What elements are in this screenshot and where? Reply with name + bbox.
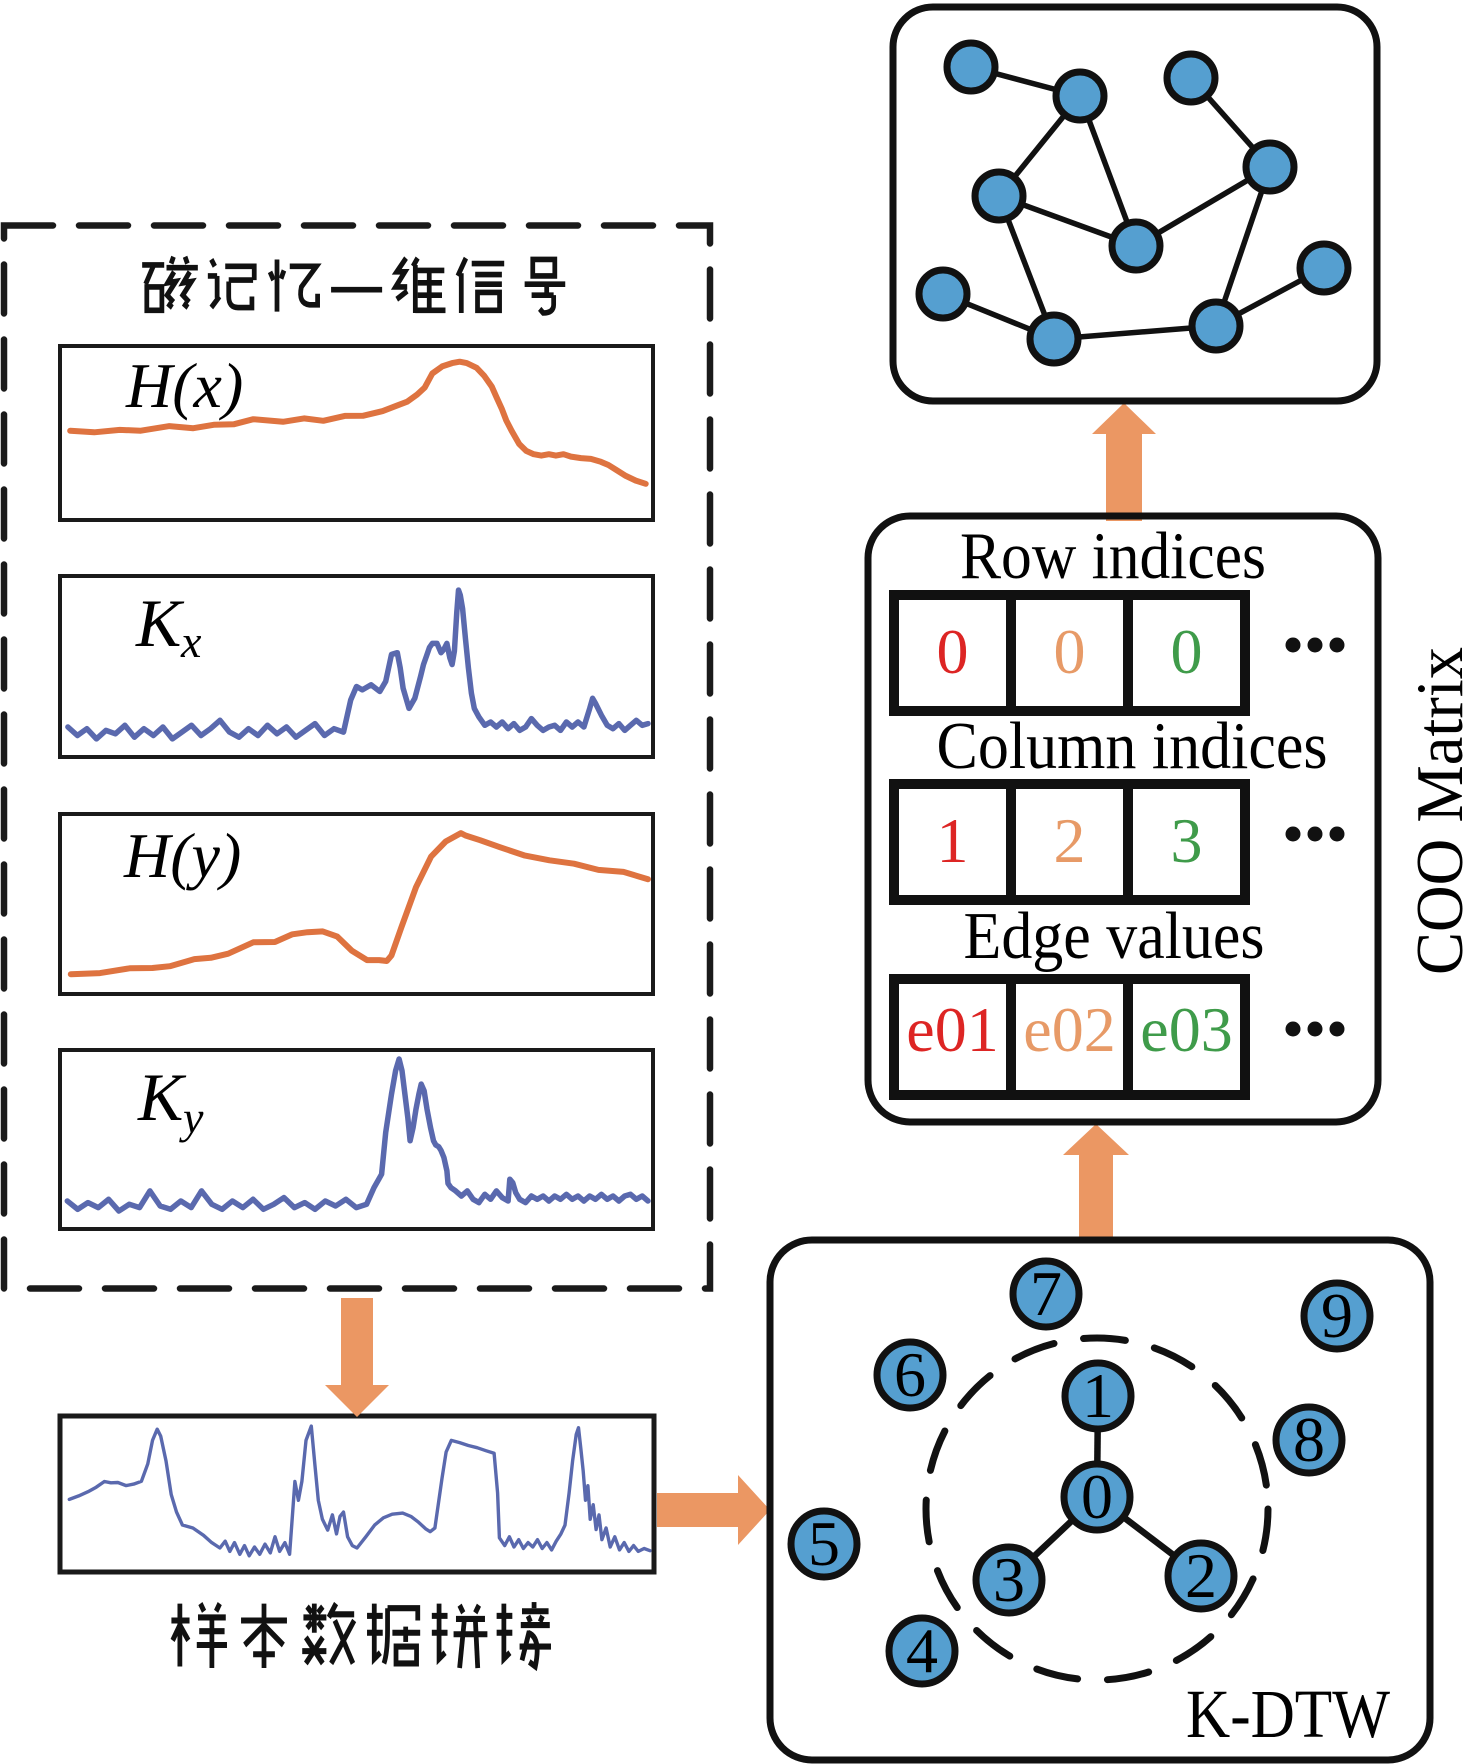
svg-text:7: 7 xyxy=(1030,1258,1062,1329)
svg-text:K-DTW: K-DTW xyxy=(1186,1676,1390,1752)
svg-text:y: y xyxy=(179,1092,204,1143)
svg-text:COO Matrix: COO Matrix xyxy=(1403,647,1467,975)
svg-text:K: K xyxy=(137,1059,187,1135)
svg-text:0: 0 xyxy=(1081,1461,1113,1532)
svg-text:4: 4 xyxy=(906,1615,938,1686)
svg-text:Column indices: Column indices xyxy=(937,709,1328,783)
svg-text:5: 5 xyxy=(808,1508,840,1579)
svg-text:e01: e01 xyxy=(906,994,998,1065)
svg-text:Edge values: Edge values xyxy=(964,899,1265,973)
svg-text:0: 0 xyxy=(937,616,969,687)
svg-text:Row indices: Row indices xyxy=(960,519,1266,593)
svg-text:H(x): H(x) xyxy=(125,350,243,421)
svg-text:H(y): H(y) xyxy=(123,820,241,891)
svg-text:6: 6 xyxy=(894,1339,926,1410)
svg-text:e03: e03 xyxy=(1140,994,1232,1065)
svg-text:2: 2 xyxy=(1054,805,1086,876)
svg-text:8: 8 xyxy=(1293,1404,1325,1475)
svg-text:K: K xyxy=(135,585,185,661)
svg-text:1: 1 xyxy=(1082,1360,1114,1431)
svg-text:e02: e02 xyxy=(1023,994,1115,1065)
svg-text:1: 1 xyxy=(937,805,969,876)
svg-text:3: 3 xyxy=(1171,805,1203,876)
svg-text:x: x xyxy=(180,616,202,667)
svg-text:3: 3 xyxy=(993,1544,1025,1615)
svg-text:0: 0 xyxy=(1054,616,1086,687)
svg-text:2: 2 xyxy=(1185,1540,1217,1611)
svg-text:9: 9 xyxy=(1321,1280,1353,1351)
svg-text:0: 0 xyxy=(1171,616,1203,687)
